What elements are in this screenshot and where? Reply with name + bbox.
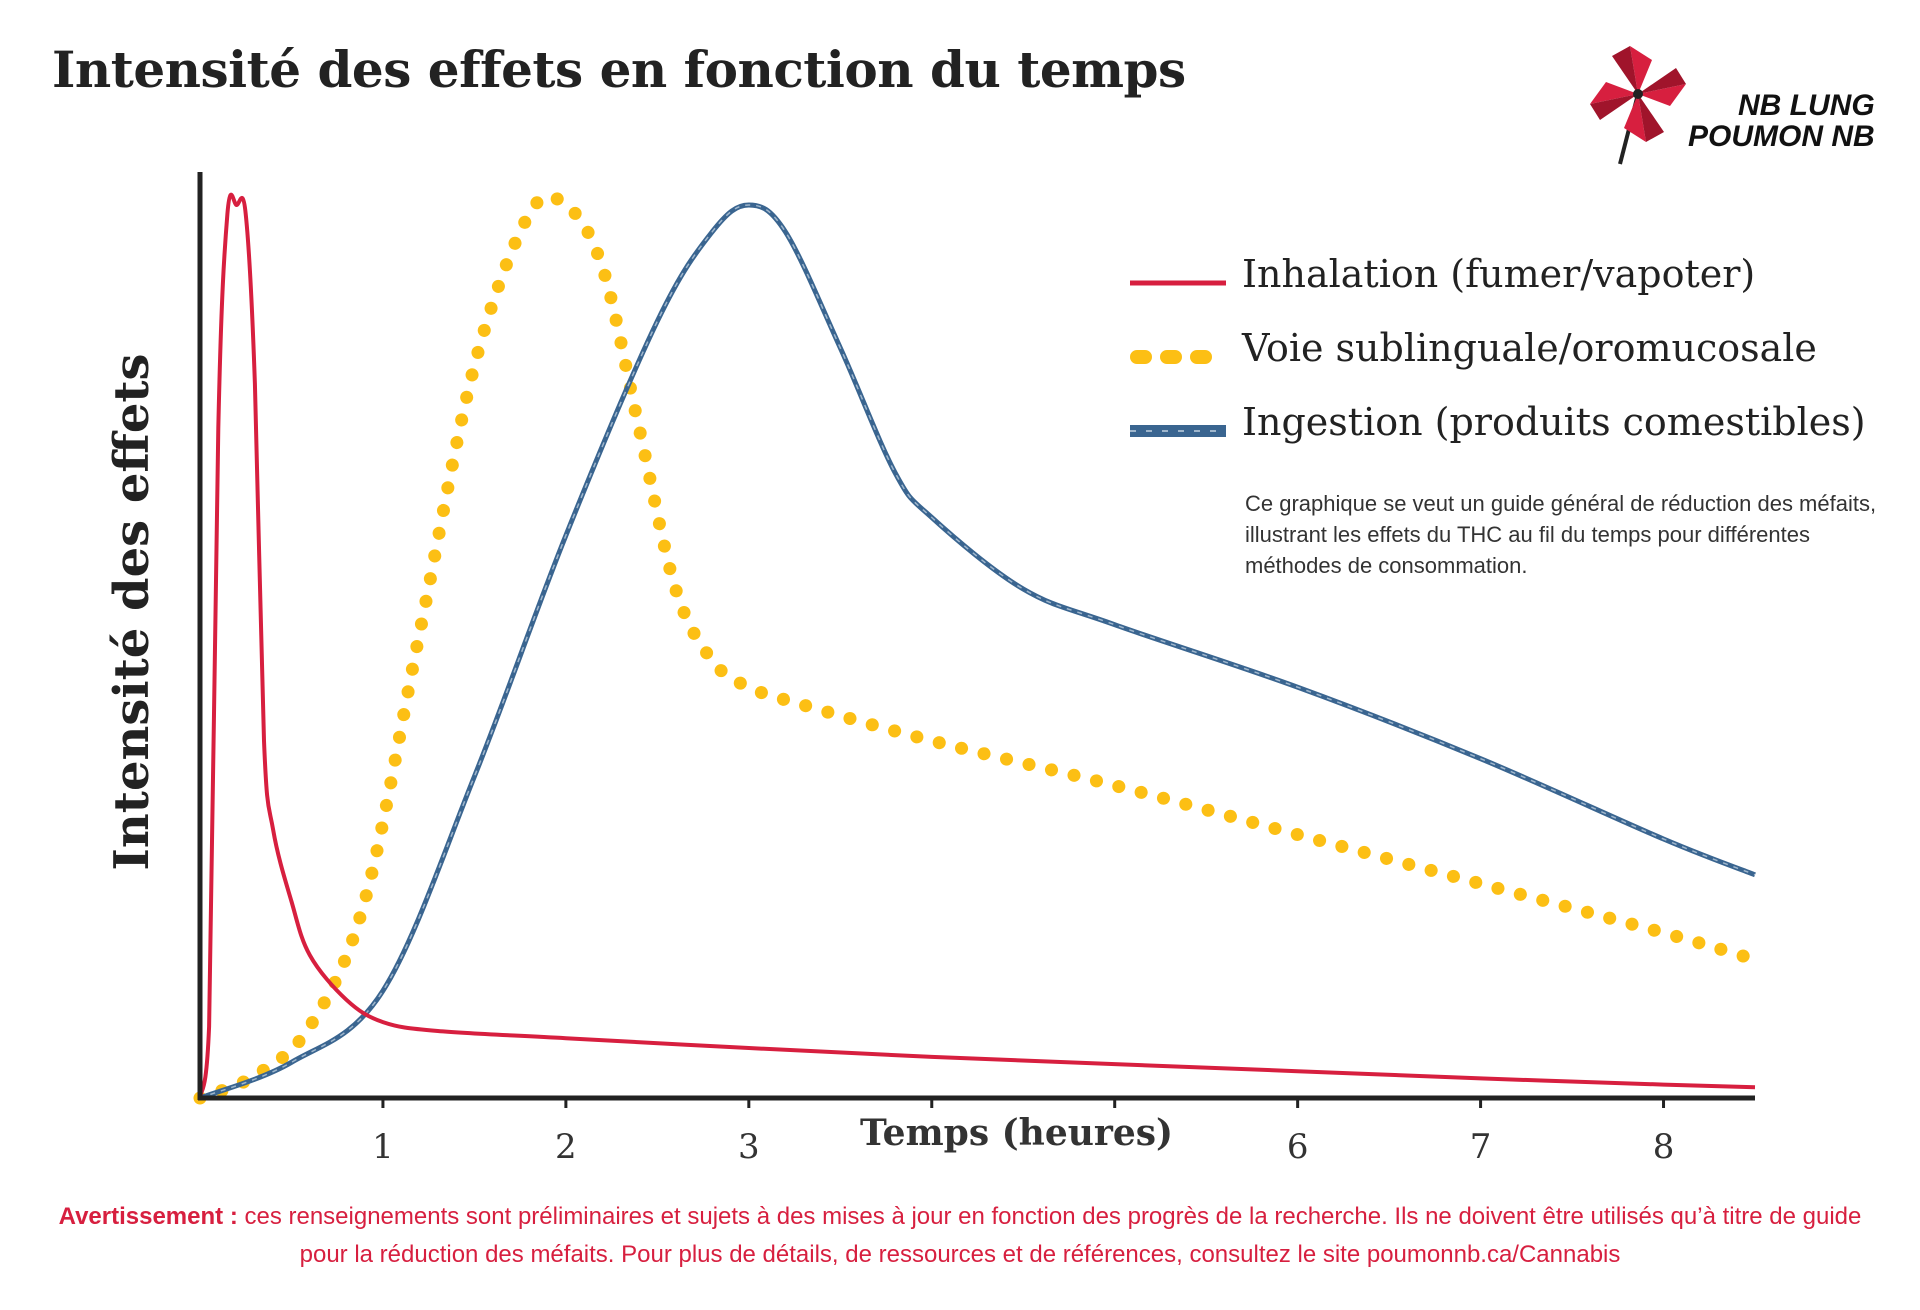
x-axis-label: Temps (heures)	[860, 1112, 1174, 1154]
disclaimer-label: Avertissement :	[58, 1203, 238, 1230]
logo-text: NB LUNG POUMON NB	[1688, 90, 1875, 152]
legend-label: Voie sublinguale/oromucosale	[1242, 326, 1817, 370]
chart-title: Intensité des effets en fonction du temp…	[52, 40, 1186, 99]
x-tick-label: 1	[372, 1127, 394, 1167]
x-tick-label: 2	[555, 1127, 577, 1167]
x-tick-label: 3	[738, 1127, 760, 1167]
series-layer	[193, 189, 1762, 1105]
logo-line-1: NB LUNG	[1738, 89, 1875, 122]
legend-label: Inhalation (fumer/vapoter)	[1242, 252, 1756, 296]
axes-layer	[197, 172, 1755, 1101]
ticks-layer: 1 2 3 6 7 8	[372, 1098, 1674, 1167]
logo-line-2: POUMON NB	[1688, 120, 1875, 153]
legend-swatch-dashed	[1130, 425, 1226, 437]
disclaimer-text: ces renseignements sont préliminaires et…	[237, 1203, 1862, 1268]
pinwheel-icon	[1590, 46, 1686, 165]
y-axis-label: Intensité des effets	[104, 353, 160, 871]
chart-note: Ce graphique se veut un guide général de…	[1245, 491, 1877, 578]
disclaimer-footer: Avertissement : ces renseignements sont …	[40, 1198, 1880, 1274]
legend-swatch-dotted	[1130, 350, 1226, 364]
series-line-dotted	[193, 189, 1762, 1105]
x-tick-label: 6	[1287, 1127, 1309, 1167]
nb-lung-logo: NB LUNG POUMON NB	[1580, 38, 1900, 208]
series-line-dashed-highlight	[199, 204, 1756, 1099]
legend-label: Ingestion (produits comestibles)	[1242, 400, 1866, 444]
series-line-solid	[198, 192, 1756, 1099]
x-tick-label: 8	[1653, 1127, 1675, 1167]
legend-swatch-solid	[1130, 280, 1226, 286]
x-tick-label: 7	[1470, 1127, 1492, 1167]
